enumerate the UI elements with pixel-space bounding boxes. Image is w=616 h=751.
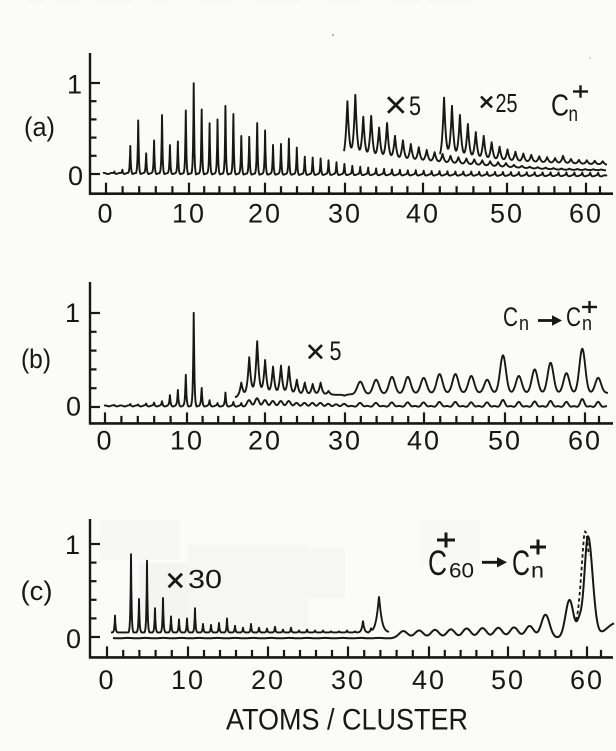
svg-text:0: 0 bbox=[96, 426, 113, 456]
svg-text:n: n bbox=[569, 103, 579, 126]
svg-text:60: 60 bbox=[568, 426, 602, 456]
svg-text:0: 0 bbox=[68, 161, 83, 191]
svg-text:10: 10 bbox=[170, 426, 204, 456]
svg-text:40: 40 bbox=[407, 426, 441, 456]
svg-text:60: 60 bbox=[449, 560, 474, 583]
svg-text:n: n bbox=[531, 560, 544, 583]
svg-text:30: 30 bbox=[188, 564, 222, 594]
svg-text:60: 60 bbox=[570, 665, 604, 695]
svg-text:20: 20 bbox=[251, 665, 285, 695]
svg-text:50: 50 bbox=[491, 665, 525, 695]
svg-text:0: 0 bbox=[66, 392, 81, 422]
svg-text:50: 50 bbox=[488, 426, 522, 456]
svg-text:20: 20 bbox=[248, 426, 282, 456]
svg-text:30: 30 bbox=[328, 199, 362, 229]
svg-text:C: C bbox=[503, 302, 518, 332]
svg-text:30: 30 bbox=[331, 665, 365, 695]
svg-text:C: C bbox=[428, 544, 447, 583]
svg-text:ATOMS / CLUSTER: ATOMS / CLUSTER bbox=[226, 704, 468, 737]
svg-text:40: 40 bbox=[412, 665, 446, 695]
svg-text:1: 1 bbox=[65, 298, 80, 328]
svg-text:n: n bbox=[519, 313, 529, 335]
svg-text:10: 10 bbox=[171, 665, 205, 695]
svg-text:20: 20 bbox=[248, 199, 282, 229]
svg-text:25: 25 bbox=[496, 88, 518, 118]
svg-text:C: C bbox=[551, 87, 569, 122]
svg-text:(c): (c) bbox=[21, 576, 53, 606]
svg-text:5: 5 bbox=[330, 336, 342, 366]
svg-text:0: 0 bbox=[66, 624, 81, 654]
svg-text:40: 40 bbox=[406, 199, 440, 229]
svg-text:(b): (b) bbox=[21, 344, 51, 374]
svg-text:0: 0 bbox=[97, 199, 114, 229]
svg-text:60: 60 bbox=[569, 199, 603, 229]
svg-text:n: n bbox=[582, 313, 592, 335]
svg-text:0: 0 bbox=[98, 665, 115, 695]
svg-text:30: 30 bbox=[328, 426, 362, 456]
svg-text:1: 1 bbox=[65, 530, 80, 560]
svg-text:(a): (a) bbox=[24, 112, 55, 142]
svg-text:50: 50 bbox=[490, 199, 524, 229]
svg-text:1: 1 bbox=[67, 70, 82, 100]
svg-text:C: C bbox=[512, 544, 530, 583]
svg-text:10: 10 bbox=[172, 199, 206, 229]
svg-text:C: C bbox=[566, 302, 581, 332]
svg-text:5: 5 bbox=[409, 91, 421, 121]
